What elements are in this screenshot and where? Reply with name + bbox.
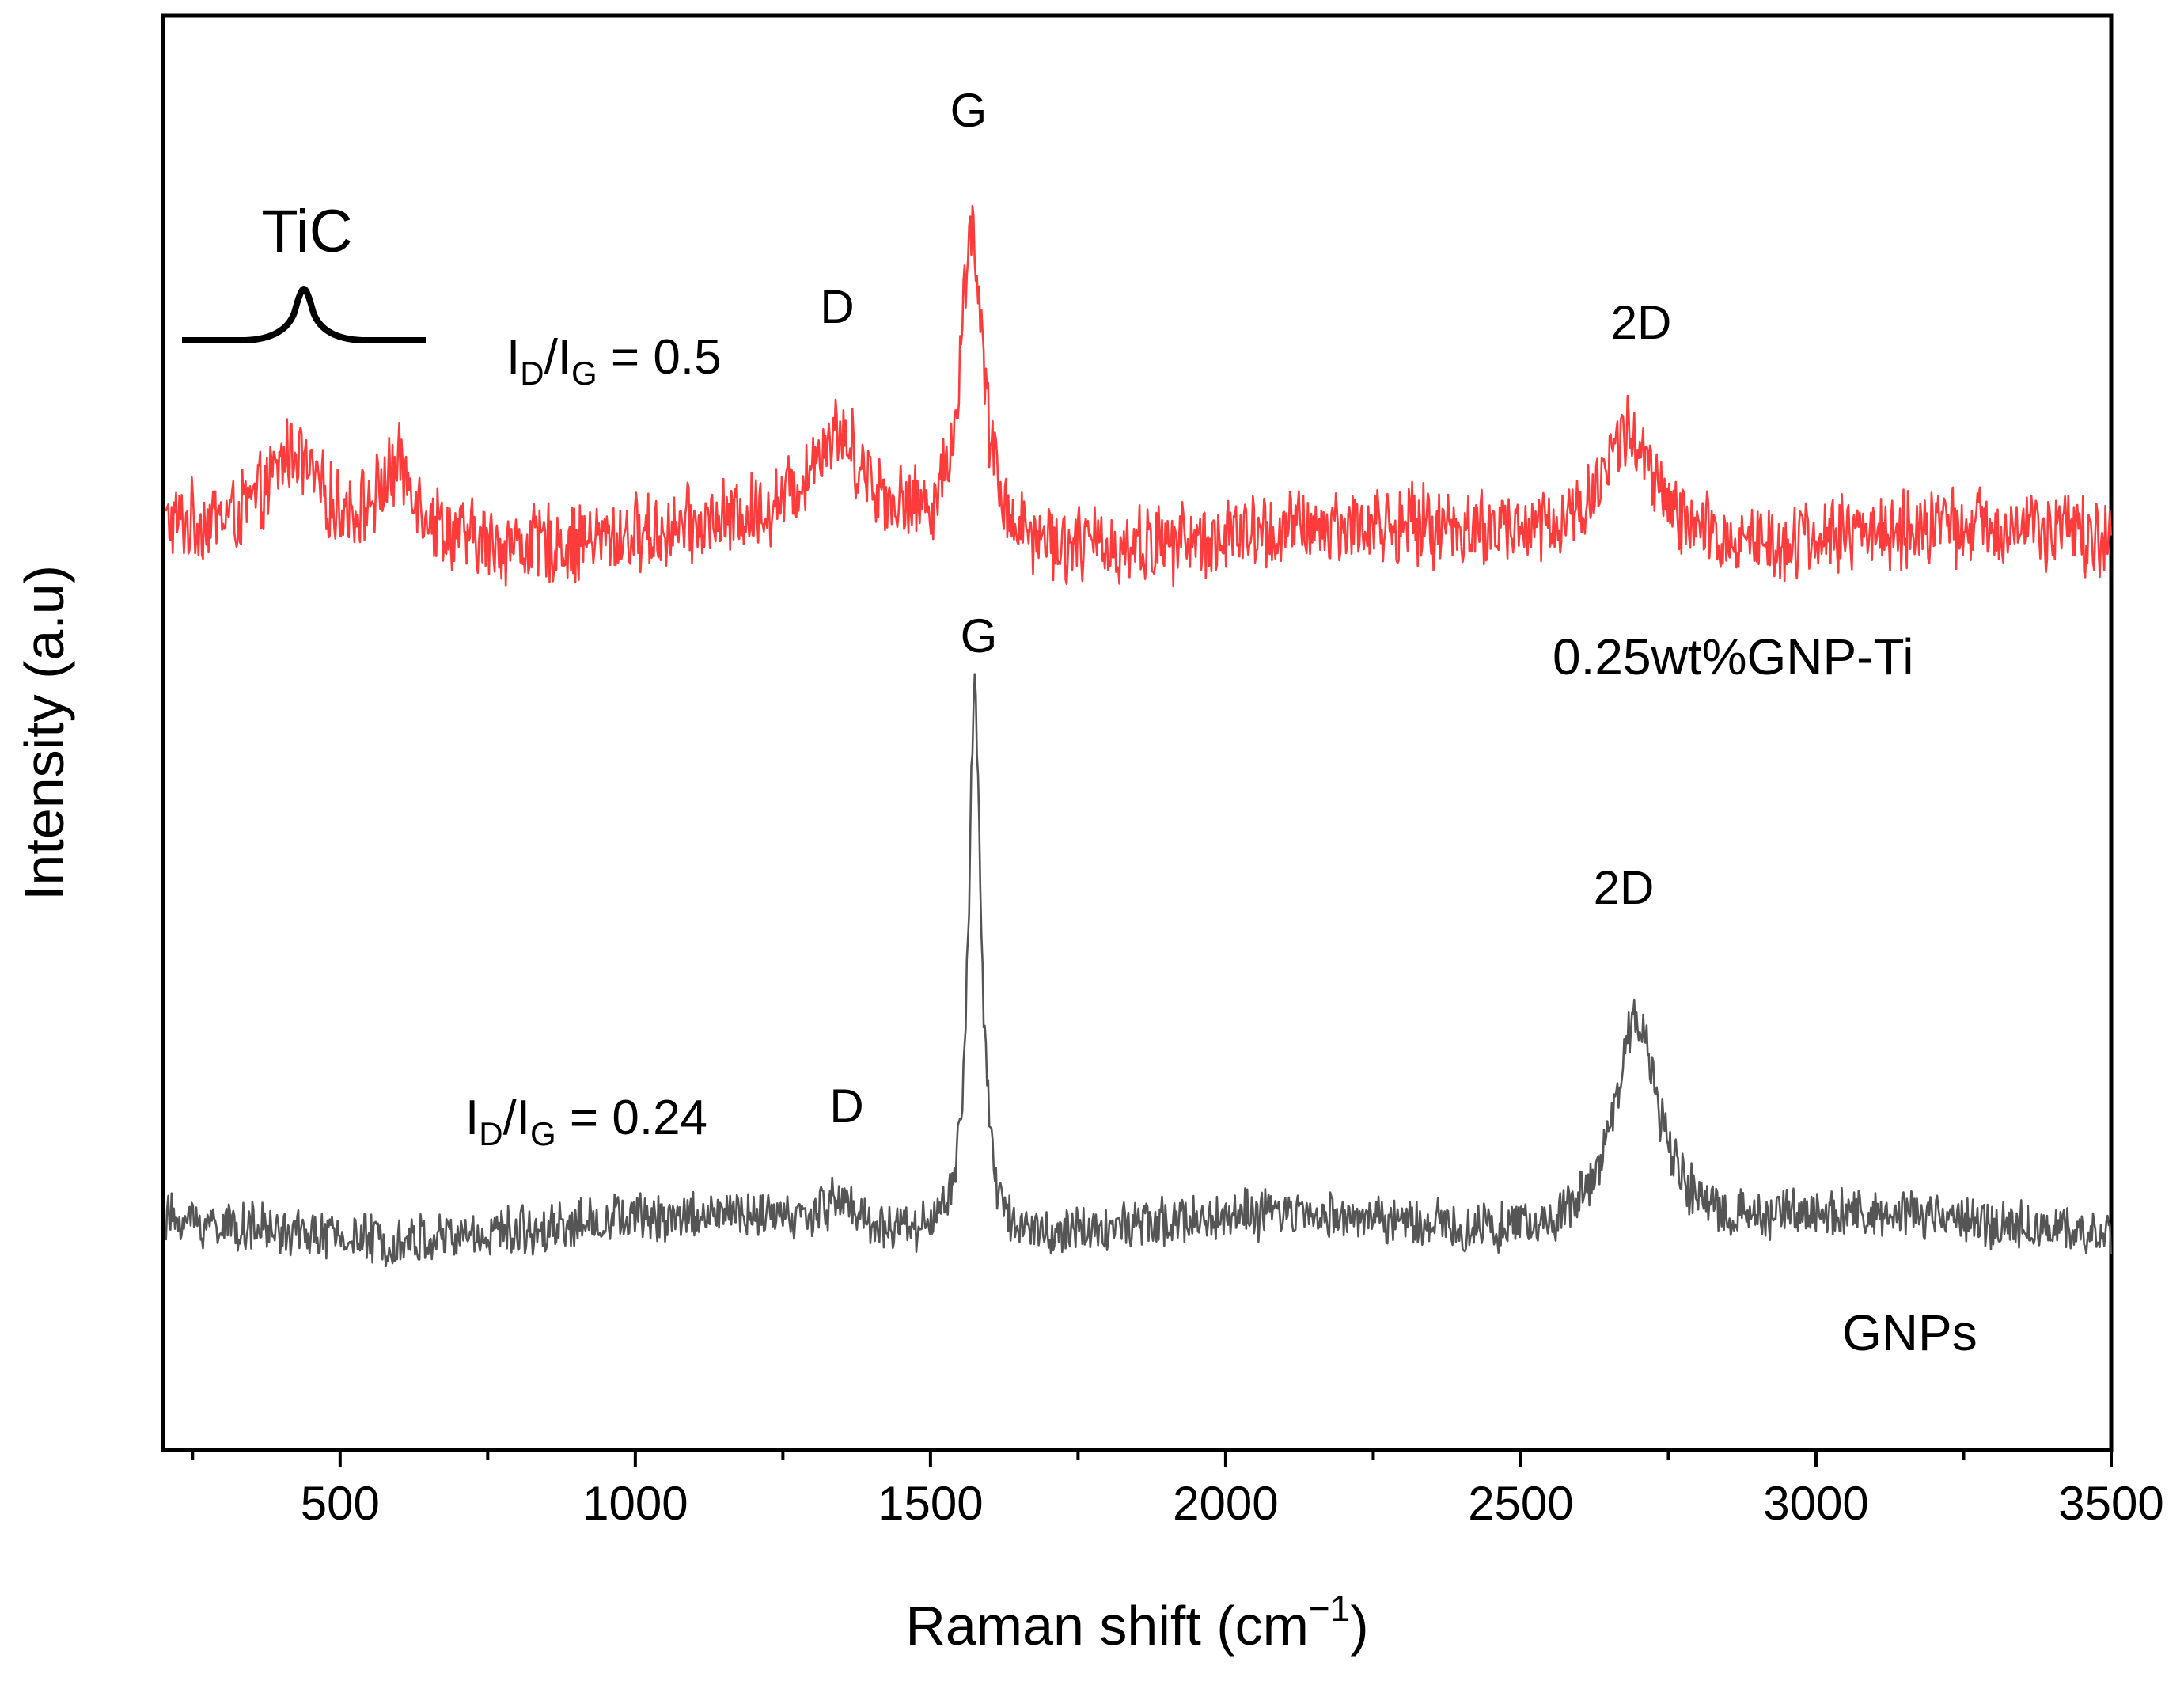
top-ratio-slash: /I bbox=[544, 330, 571, 385]
x-axis-ticks bbox=[191, 1450, 2113, 1467]
bottom-g-label: G bbox=[961, 609, 998, 662]
top-ratio-label: ID/IG = 0.5 bbox=[506, 330, 722, 392]
x-tick-label: 3500 bbox=[2058, 1477, 2163, 1530]
tic-bracket bbox=[182, 285, 426, 343]
x-axis-title: Raman shift (cm−1) bbox=[905, 1588, 1368, 1657]
top-g-label: G bbox=[950, 84, 988, 137]
top-2d-label: 2D bbox=[1611, 296, 1672, 349]
top-ratio-i1: I bbox=[506, 330, 520, 385]
series-label-gnp-ti: 0.25wt%GNP-Ti bbox=[1553, 628, 1913, 685]
bottom-ratio-i1: I bbox=[465, 1091, 479, 1145]
bottom-ratio-value: = 0.24 bbox=[556, 1091, 707, 1145]
x-tick-label: 2500 bbox=[1468, 1477, 1573, 1530]
x-axis-title-main: Raman shift (cm bbox=[905, 1595, 1309, 1657]
x-tick-label: 2000 bbox=[1173, 1477, 1278, 1530]
top-ratio-value: = 0.5 bbox=[597, 330, 722, 385]
series-line-gnp-ti bbox=[165, 204, 2112, 588]
x-tick-label: 500 bbox=[301, 1477, 380, 1530]
plot-frame bbox=[161, 13, 2114, 1452]
bottom-2d-label: 2D bbox=[1594, 861, 1655, 914]
bottom-d-label: D bbox=[829, 1080, 863, 1133]
x-tick-label: 3000 bbox=[1763, 1477, 1868, 1530]
series-line-gnps bbox=[165, 673, 2112, 1268]
x-tick-label: 1000 bbox=[582, 1477, 688, 1530]
y-axis-title: Intensity (a.u) bbox=[13, 565, 75, 901]
top-d-label: D bbox=[820, 280, 854, 333]
top-ratio-sub-d: D bbox=[520, 355, 544, 392]
tic-label: TiC bbox=[261, 198, 352, 265]
top-ratio-sub-g: G bbox=[571, 355, 597, 392]
x-axis-title-close: ) bbox=[1350, 1595, 1368, 1657]
x-axis-title-sup: −1 bbox=[1309, 1588, 1350, 1629]
series-label-gnps: GNPs bbox=[1842, 1304, 1977, 1361]
bottom-ratio-slash: /I bbox=[503, 1091, 530, 1145]
bottom-ratio-sub-d: D bbox=[479, 1115, 502, 1152]
bottom-ratio-label: ID/IG = 0.24 bbox=[465, 1091, 707, 1152]
bottom-ratio-sub-g: G bbox=[530, 1115, 556, 1152]
series-layer bbox=[165, 204, 2112, 1268]
x-tick-label: 1500 bbox=[878, 1477, 983, 1530]
x-axis-tick-labels: 500 1000 1500 2000 2500 3000 3500 bbox=[301, 1477, 2164, 1530]
